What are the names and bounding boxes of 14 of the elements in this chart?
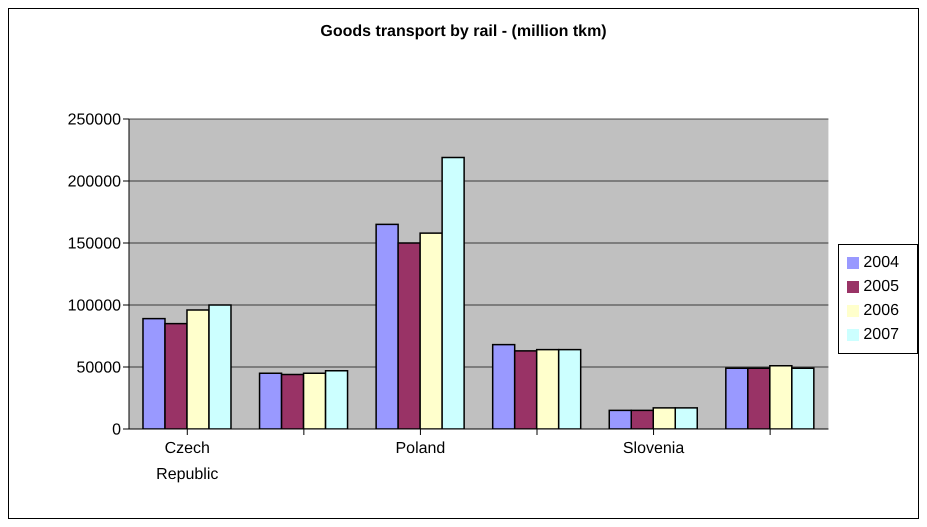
y-tick-label: 100000	[68, 298, 122, 315]
legend-label: 2007	[863, 326, 899, 343]
legend-label: 2004	[863, 254, 899, 271]
y-tick-label: 250000	[68, 112, 122, 129]
x-tick-label: Poland	[396, 440, 446, 457]
y-tick-label: 50000	[76, 360, 122, 377]
legend-label: 2006	[863, 302, 899, 319]
y-tick-label: 0	[112, 422, 122, 439]
chart-title: Goods transport by rail - (million tkm)	[319, 23, 608, 41]
y-tick-label: 200000	[68, 174, 122, 191]
y-tick-label: 150000	[68, 236, 122, 253]
legend-label: 2005	[863, 278, 899, 295]
x-tick-label: Czech Republic	[156, 440, 218, 483]
x-tick-label: Slovenia	[622, 440, 684, 457]
